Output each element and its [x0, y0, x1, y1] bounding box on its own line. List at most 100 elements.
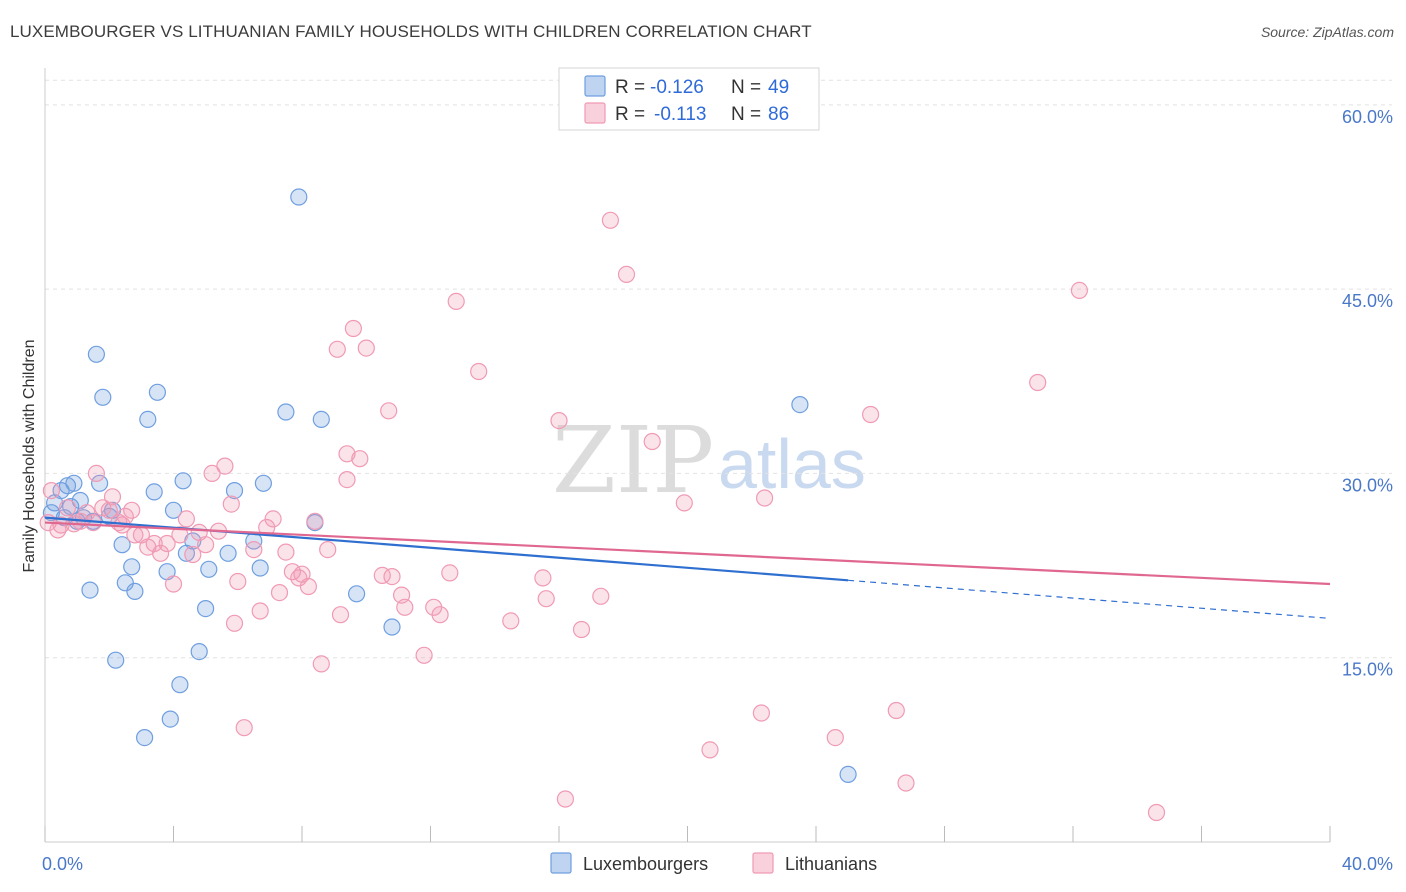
data-point-lithuanians	[338, 445, 356, 463]
data-point-lithuanians	[328, 340, 346, 358]
data-point-lithuanians	[396, 598, 414, 616]
data-point-lithuanians	[49, 521, 67, 539]
data-point-lithuanians	[58, 499, 77, 517]
trend-line-extension-luxembourgers	[848, 579, 1331, 619]
data-point-lithuanians	[887, 701, 905, 720]
data-point-luxembourgers	[164, 501, 183, 519]
data-point-lithuanians	[235, 719, 253, 737]
data-point-lithuanians	[264, 510, 282, 528]
data-point-lithuanians	[42, 482, 61, 500]
data-point-lithuanians	[617, 265, 636, 283]
data-point-lithuanians	[431, 606, 449, 624]
data-point-lithuanians	[643, 432, 661, 451]
data-point-lithuanians	[216, 457, 234, 475]
legend-r-value-2: -0.113	[654, 104, 706, 125]
legend-r-value-1: -0.126	[650, 77, 704, 98]
data-point-lithuanians	[270, 583, 289, 602]
data-point-luxembourgers	[126, 582, 144, 601]
data-point-lithuanians	[592, 587, 610, 605]
data-point-lithuanians	[826, 728, 844, 747]
data-point-lithuanians	[344, 319, 362, 338]
legend-r-label-2: R =	[615, 104, 645, 125]
data-point-lithuanians	[1147, 803, 1166, 822]
data-point-lithuanians	[537, 590, 555, 608]
data-point-lithuanians	[100, 501, 118, 519]
data-point-lithuanians	[251, 602, 269, 620]
data-point-lithuanians	[752, 704, 771, 722]
data-point-luxembourgers	[277, 403, 295, 421]
y-tick-label: 45.0%	[1342, 291, 1393, 311]
data-point-lithuanians	[123, 501, 141, 519]
data-point-lithuanians	[1029, 373, 1047, 392]
y-tick-label: 30.0%	[1342, 475, 1393, 495]
data-point-lithuanians	[158, 534, 176, 553]
watermark: ZIP atlas	[552, 407, 866, 514]
x-tick-label: 0.0%	[42, 854, 83, 874]
data-point-lithuanians	[164, 575, 183, 593]
data-point-luxembourgers	[791, 396, 809, 414]
data-point-lithuanians	[229, 572, 247, 591]
legend-r-label-1: R =	[615, 77, 645, 98]
data-point-lithuanians	[52, 516, 70, 534]
trend-lines	[44, 516, 1331, 619]
data-point-lithuanians	[897, 774, 915, 792]
data-point-luxembourgers	[171, 676, 189, 694]
data-point-luxembourgers	[42, 504, 61, 522]
series-legend-swatch-lithuanians	[752, 852, 774, 874]
series-legend: Luxembourgers Lithuanians	[550, 852, 877, 874]
data-point-lithuanians	[145, 534, 163, 553]
data-point-luxembourgers	[145, 483, 163, 501]
data-point-luxembourgers	[113, 536, 131, 554]
data-point-lithuanians	[351, 450, 369, 468]
data-point-lithuanians	[306, 512, 324, 530]
data-point-luxembourgers	[90, 474, 109, 492]
legend-swatch-luxembourgers	[584, 75, 606, 97]
data-point-lithuanians	[319, 540, 337, 559]
x-tick-label: 40.0%	[1342, 854, 1393, 874]
data-point-lithuanians	[556, 790, 575, 808]
legend-n-label-1: N =	[731, 77, 761, 98]
watermark-zip: ZIP	[552, 407, 714, 514]
data-point-luxembourgers	[139, 410, 157, 428]
data-point-lithuanians	[245, 540, 263, 559]
legend-n-value-2: 86	[768, 104, 789, 125]
data-point-lithuanians	[601, 211, 620, 229]
data-point-lithuanians	[331, 606, 350, 624]
data-point-lithuanians	[184, 545, 202, 564]
data-point-lithuanians	[203, 464, 221, 482]
data-point-luxembourgers	[200, 560, 218, 578]
data-point-lithuanians	[701, 741, 719, 759]
stats-legend: R = -0.126 N = 49 R = -0.113 N = 86	[558, 67, 820, 131]
data-point-luxembourgers	[116, 574, 134, 592]
data-point-lithuanians	[152, 544, 170, 562]
data-point-lithuanians	[1070, 281, 1089, 299]
y-tick-label: 60.0%	[1342, 107, 1393, 127]
series-legend-label-luxembourgers: Luxembourgers	[583, 854, 708, 874]
watermark-atlas: atlas	[718, 425, 866, 503]
axes	[44, 68, 1331, 843]
data-point-luxembourgers	[94, 388, 112, 406]
data-point-lithuanians	[171, 526, 189, 544]
data-points	[39, 188, 1166, 822]
data-point-luxembourgers	[839, 765, 857, 784]
data-point-lithuanians	[755, 489, 774, 507]
y-tick-labels: 15.0% 30.0% 45.0% 60.0%	[1342, 107, 1393, 680]
data-point-luxembourgers	[254, 474, 272, 492]
data-point-lithuanians	[441, 564, 459, 582]
data-point-lithuanians	[502, 612, 520, 630]
data-point-lithuanians	[222, 495, 240, 513]
data-point-luxembourgers	[174, 472, 192, 490]
data-point-lithuanians	[675, 494, 693, 512]
data-point-lithuanians	[447, 292, 465, 310]
data-point-lithuanians	[312, 655, 330, 673]
data-point-luxembourgers	[161, 710, 179, 728]
data-point-lithuanians	[572, 620, 591, 639]
stats-legend-box	[558, 67, 820, 131]
legend-n-value-1: 49	[768, 77, 789, 98]
series-legend-label-lithuanians: Lithuanians	[785, 854, 877, 874]
data-point-lithuanians	[197, 536, 215, 554]
data-point-luxembourgers	[65, 474, 83, 492]
data-point-luxembourgers	[219, 544, 237, 562]
data-point-luxembourgers	[87, 345, 106, 363]
